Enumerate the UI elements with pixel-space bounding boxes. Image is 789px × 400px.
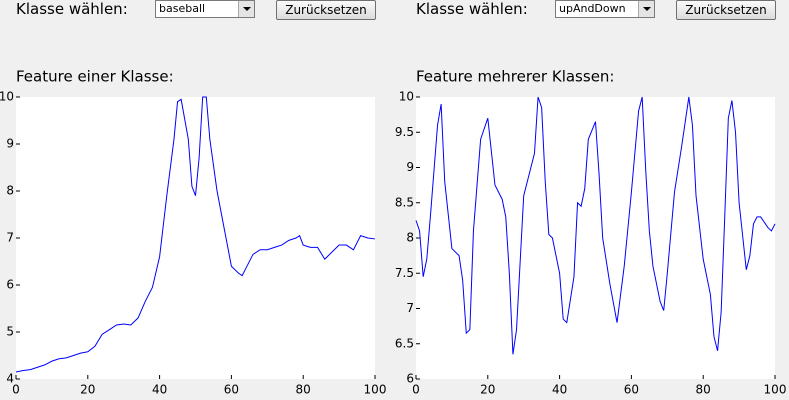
label: Klasse wählen: [416, 0, 528, 18]
y-tick-label: 9 [6, 137, 14, 151]
y-tick-label: 8 [406, 231, 414, 245]
plot-area [16, 97, 375, 379]
x-tick-label: 0 [412, 383, 420, 397]
class-select[interactable]: upAndDown [555, 0, 655, 18]
x-tick-label: 20 [480, 383, 495, 397]
class-select[interactable]: baseball [155, 0, 255, 18]
reset-button[interactable]: Zurücksetzen [276, 0, 376, 20]
x-tick-label: 60 [224, 383, 239, 397]
x-tick-label: 40 [152, 383, 167, 397]
dropdown-arrow [638, 1, 654, 17]
y-tick-label: 8.5 [395, 195, 414, 209]
y-tick-label: 9 [406, 160, 414, 174]
select-value: upAndDown [559, 2, 626, 15]
x-tick-label: 80 [696, 383, 711, 397]
x-tick-label: 20 [80, 383, 95, 397]
y-tick-label: 8 [6, 184, 14, 198]
y-tick-label: 4 [6, 372, 14, 386]
data-line [415, 96, 776, 355]
x-tick-label: 60 [624, 383, 639, 397]
y-tick-label: 7 [406, 301, 414, 315]
x-tick-label: 0 [12, 383, 20, 397]
y-tick-label: 7 [6, 231, 14, 245]
x-tick-label: 100 [364, 383, 387, 397]
y-tick-label: 6 [6, 278, 14, 292]
chart-title: Feature mehrerer Klassen: [416, 68, 614, 86]
y-tick-label: 9.5 [395, 125, 414, 139]
plot-area [416, 97, 775, 379]
x-tick-label: 100 [764, 383, 787, 397]
x-tick-label: 80 [296, 383, 311, 397]
y-tick-label: 10 [0, 90, 14, 104]
y-tick-label: 5 [6, 325, 14, 339]
y-tick-label: 10 [399, 90, 414, 104]
y-tick-label: 6.5 [395, 336, 414, 350]
data-line [15, 96, 376, 373]
dropdown-arrow [238, 1, 254, 17]
x-tick-label: 40 [552, 383, 567, 397]
chart-title: Feature einer Klasse: [16, 68, 174, 86]
reset-button[interactable]: Zurücksetzen [676, 0, 776, 20]
select-value: baseball [159, 2, 206, 15]
y-tick-label: 7.5 [395, 266, 414, 280]
label: Klasse wählen: [16, 0, 128, 18]
y-tick-label: 6 [406, 372, 414, 386]
